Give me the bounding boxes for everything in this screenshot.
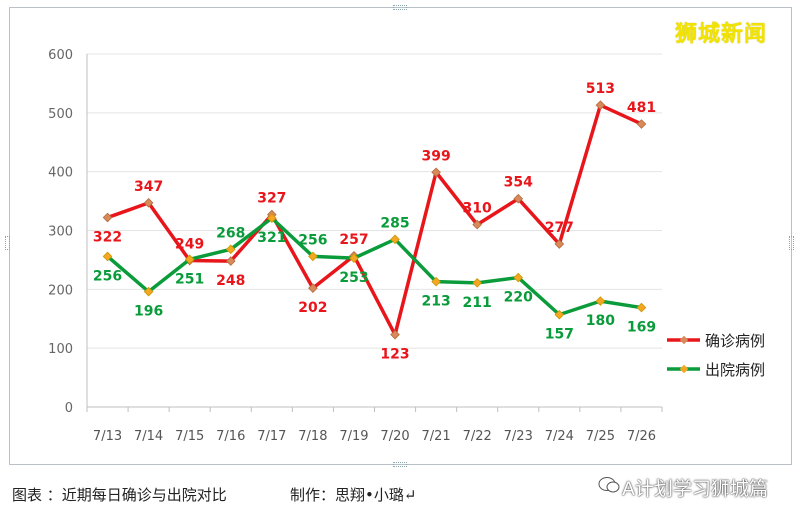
x-tick-label: 7/17 xyxy=(257,429,286,444)
data-point xyxy=(390,329,400,340)
x-tick-label: 7/23 xyxy=(504,429,533,444)
data-label: 322 xyxy=(93,230,122,246)
x-tick-label: 7/26 xyxy=(627,429,656,444)
data-label: 354 xyxy=(504,175,533,191)
legend-swatch-marker xyxy=(679,335,689,345)
data-label: 123 xyxy=(380,347,409,363)
data-label: 180 xyxy=(586,313,615,329)
data-point xyxy=(595,296,606,306)
x-tick-label: 7/19 xyxy=(339,429,368,444)
resize-handle-bottom[interactable] xyxy=(393,462,407,467)
data-label: 220 xyxy=(504,290,533,306)
data-point xyxy=(636,302,647,313)
data-point xyxy=(513,272,524,283)
data-point xyxy=(513,193,524,204)
data-point xyxy=(636,119,647,129)
data-point xyxy=(349,253,359,263)
figure-caption: 图表 ：近期每日确诊与出院对比 xyxy=(12,486,227,504)
series-line-discharged xyxy=(106,216,642,317)
data-label: 399 xyxy=(421,148,450,164)
data-label: 211 xyxy=(463,295,492,311)
y-tick-label: 400 xyxy=(48,166,73,181)
data-point xyxy=(431,276,441,287)
x-tick-label: 7/25 xyxy=(586,429,615,444)
y-tick-label: 100 xyxy=(48,342,73,357)
figure-credit: 制作：思翔•小璐↵ xyxy=(290,486,417,504)
y-tick-label: 0 xyxy=(65,401,73,416)
data-point xyxy=(308,251,318,262)
data-point xyxy=(267,213,277,223)
x-tick-label: 7/21 xyxy=(422,429,451,444)
data-point xyxy=(431,167,441,178)
data-label: 213 xyxy=(421,294,450,310)
x-tick-label: 7/24 xyxy=(545,429,574,444)
data-point xyxy=(390,234,400,245)
data-label: 256 xyxy=(93,268,122,284)
data-label: 327 xyxy=(257,191,286,207)
data-point xyxy=(102,212,113,223)
resize-handle-left[interactable] xyxy=(5,236,10,250)
data-point xyxy=(184,254,195,265)
data-label: 253 xyxy=(339,270,368,286)
legend-label: 出院病例 xyxy=(705,361,765,379)
series-line-confirmed xyxy=(106,103,643,337)
data-label: 481 xyxy=(627,100,656,116)
legend-swatch-marker xyxy=(679,364,689,374)
data-point xyxy=(595,100,606,110)
x-tick-label: 7/20 xyxy=(380,429,409,444)
data-label: 321 xyxy=(257,230,286,246)
data-point xyxy=(143,286,154,297)
data-label: 248 xyxy=(216,273,245,289)
data-point xyxy=(308,283,318,293)
data-label: 277 xyxy=(545,220,574,236)
data-point xyxy=(143,198,154,208)
watermark-logo: 狮城新闻 xyxy=(675,22,768,47)
data-label: 256 xyxy=(298,232,327,248)
x-tick-label: 7/22 xyxy=(463,429,492,444)
data-label: 169 xyxy=(627,320,656,336)
data-label: 513 xyxy=(586,81,615,97)
data-label: 310 xyxy=(463,201,492,217)
x-tick-label: 7/13 xyxy=(93,429,122,444)
brand-watermark: A计划学习狮城篇 xyxy=(622,478,768,500)
resize-handle-top[interactable] xyxy=(393,5,407,10)
resize-handle-right[interactable] xyxy=(789,236,794,250)
y-tick-label: 300 xyxy=(48,225,73,240)
data-label: 196 xyxy=(134,304,163,320)
data-point xyxy=(225,244,236,255)
data-point xyxy=(472,278,482,288)
data-label: 257 xyxy=(339,232,368,248)
data-label: 268 xyxy=(216,225,245,241)
data-label: 249 xyxy=(175,237,204,253)
x-tick-label: 7/14 xyxy=(134,429,163,444)
legend-label: 确诊病例 xyxy=(705,332,765,350)
data-label: 157 xyxy=(545,327,574,343)
data-point xyxy=(225,256,236,266)
data-point xyxy=(554,239,565,249)
y-tick-label: 200 xyxy=(48,283,73,298)
x-tick-label: 7/15 xyxy=(175,429,204,444)
data-label: 285 xyxy=(380,215,409,231)
x-tick-label: 7/16 xyxy=(216,429,245,444)
data-point xyxy=(554,309,565,320)
y-tick-label: 600 xyxy=(48,48,73,63)
wechat-icon xyxy=(598,477,620,493)
data-point xyxy=(102,251,113,262)
data-label: 251 xyxy=(175,271,204,287)
y-tick-label: 500 xyxy=(48,107,73,122)
data-label: 347 xyxy=(134,179,163,195)
data-point xyxy=(472,219,482,230)
x-tick-label: 7/18 xyxy=(298,429,327,444)
data-label: 202 xyxy=(298,300,327,316)
